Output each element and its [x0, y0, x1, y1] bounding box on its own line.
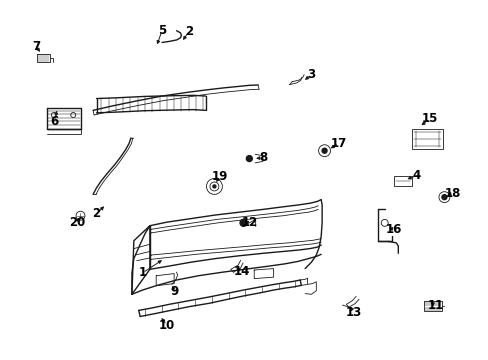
Text: 20: 20: [69, 216, 85, 229]
Circle shape: [322, 148, 326, 153]
Text: 2: 2: [92, 207, 101, 220]
Circle shape: [441, 195, 446, 200]
Text: 12: 12: [241, 216, 257, 229]
Text: 7: 7: [32, 40, 40, 53]
Text: 9: 9: [170, 285, 178, 298]
Bar: [411, 129, 443, 149]
Text: 17: 17: [330, 137, 346, 150]
Text: 5: 5: [158, 24, 166, 37]
Text: 2: 2: [184, 25, 192, 38]
Text: 18: 18: [444, 187, 460, 200]
Circle shape: [240, 219, 246, 226]
Text: 6: 6: [50, 114, 58, 127]
Bar: [393, 176, 411, 186]
Text: 19: 19: [212, 170, 228, 183]
Text: 13: 13: [346, 306, 362, 319]
Text: 15: 15: [421, 112, 437, 125]
Text: 16: 16: [385, 223, 401, 236]
Text: 1: 1: [138, 266, 146, 279]
Text: 4: 4: [412, 169, 420, 182]
Text: 11: 11: [427, 299, 444, 312]
Circle shape: [246, 156, 252, 162]
Text: 3: 3: [307, 68, 315, 81]
Text: 8: 8: [258, 151, 266, 165]
Circle shape: [212, 185, 216, 188]
Text: 10: 10: [159, 319, 175, 332]
Text: 14: 14: [233, 265, 250, 278]
